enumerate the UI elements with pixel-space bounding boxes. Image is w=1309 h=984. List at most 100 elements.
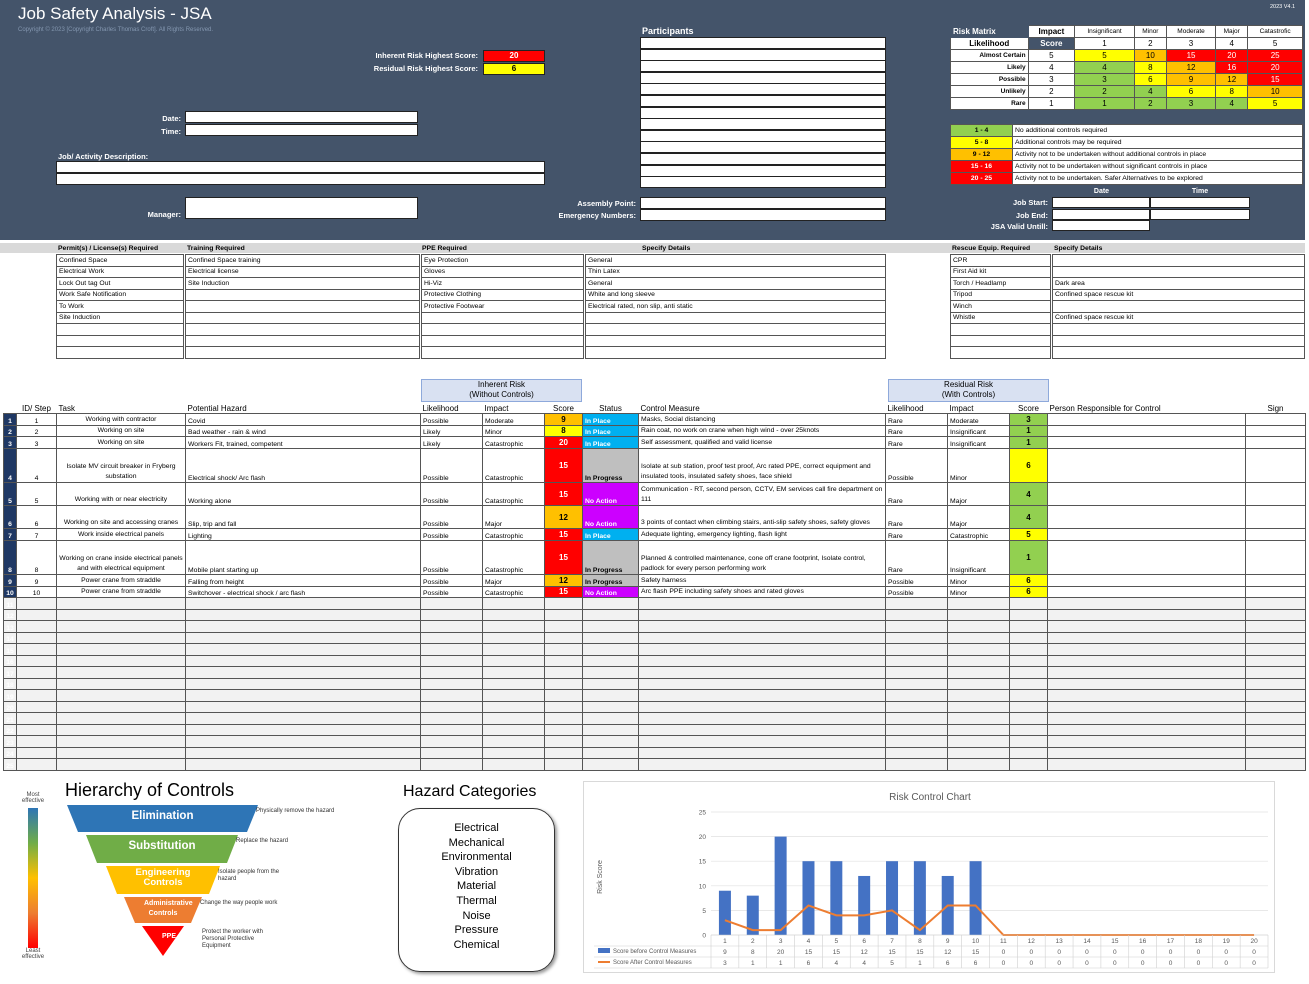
rescue-cell[interactable]: CPR: [950, 254, 1051, 267]
sign-cell[interactable]: [1245, 447, 1306, 483]
empty-cell[interactable]: [582, 643, 639, 656]
empty-cell[interactable]: [56, 597, 186, 610]
r-impact-cell[interactable]: Catastrophic: [947, 528, 1010, 541]
empty-cell[interactable]: [885, 700, 948, 713]
empty-cell[interactable]: [1245, 700, 1306, 713]
training-cell[interactable]: [185, 323, 420, 336]
job-end-date[interactable]: [1052, 209, 1150, 220]
likelihood-cell[interactable]: Likely: [420, 424, 483, 437]
rescue-details-cell[interactable]: Dark area: [1052, 277, 1305, 290]
rescue-cell[interactable]: [950, 323, 1051, 336]
permits-cell[interactable]: To Work: [56, 300, 184, 313]
ppe-details-cell[interactable]: [585, 323, 886, 336]
participant-field[interactable]: [640, 118, 886, 131]
likelihood-cell[interactable]: Possible: [420, 528, 483, 541]
rescue-cell[interactable]: Whistle: [950, 311, 1051, 324]
ppe-details-cell[interactable]: [585, 346, 886, 359]
ppe-cell[interactable]: Protective Clothing: [421, 288, 584, 301]
empty-cell[interactable]: [56, 631, 186, 644]
r-likelihood-cell[interactable]: Rare: [885, 482, 948, 506]
hazard-cell[interactable]: Falling from height: [185, 574, 421, 587]
empty-cell[interactable]: [420, 735, 483, 748]
sign-cell[interactable]: [1245, 436, 1306, 449]
control-cell[interactable]: Rain coat, no work on crane when high wi…: [638, 424, 886, 437]
rescue-cell[interactable]: Tripod: [950, 288, 1051, 301]
empty-cell[interactable]: [420, 746, 483, 759]
ppe-cell[interactable]: [421, 323, 584, 336]
permits-cell[interactable]: [56, 346, 184, 359]
empty-cell[interactable]: [1245, 723, 1306, 736]
empty-cell[interactable]: [638, 758, 886, 771]
empty-cell[interactable]: [420, 758, 483, 771]
empty-cell[interactable]: [1009, 712, 1048, 725]
control-cell[interactable]: 3 points of contact when climbing stairs…: [638, 505, 886, 529]
empty-cell[interactable]: [582, 631, 639, 644]
impact-cell[interactable]: Minor: [482, 424, 545, 437]
participant-field[interactable]: [640, 83, 886, 96]
empty-cell[interactable]: [947, 712, 1010, 725]
empty-cell[interactable]: [582, 597, 639, 610]
empty-cell[interactable]: [482, 700, 545, 713]
step-id[interactable]: 10: [16, 585, 57, 598]
ppe-cell[interactable]: [421, 334, 584, 347]
empty-cell[interactable]: [544, 735, 583, 748]
empty-cell[interactable]: [638, 712, 886, 725]
likelihood-cell[interactable]: Possible: [420, 482, 483, 506]
r-likelihood-cell[interactable]: Possible: [885, 574, 948, 587]
status-cell[interactable]: In Place: [582, 436, 639, 449]
rescue-details-cell[interactable]: Confined space rescue kit: [1052, 311, 1305, 324]
empty-cell[interactable]: [1009, 735, 1048, 748]
empty-cell[interactable]: [885, 735, 948, 748]
job-end-time[interactable]: [1150, 209, 1250, 220]
rescue-details-cell[interactable]: [1052, 265, 1305, 278]
empty-cell[interactable]: [1047, 597, 1246, 610]
r-impact-cell[interactable]: Minor: [947, 447, 1010, 483]
empty-cell[interactable]: [1009, 700, 1048, 713]
rescue-details-cell[interactable]: [1052, 254, 1305, 267]
empty-cell[interactable]: [1009, 597, 1048, 610]
empty-cell[interactable]: [1009, 631, 1048, 644]
empty-cell[interactable]: [1009, 689, 1048, 702]
impact-cell[interactable]: Moderate: [482, 413, 545, 426]
rescue-cell[interactable]: First Aid kit: [950, 265, 1051, 278]
empty-cell[interactable]: [947, 689, 1010, 702]
status-cell[interactable]: In Place: [582, 413, 639, 426]
r-likelihood-cell[interactable]: Rare: [885, 413, 948, 426]
r-likelihood-cell[interactable]: Rare: [885, 505, 948, 529]
r-impact-cell[interactable]: Minor: [947, 585, 1010, 598]
ppe-details-cell[interactable]: Thin Latex: [585, 265, 886, 278]
impact-cell[interactable]: Catastrophic: [482, 539, 545, 575]
participant-field[interactable]: [640, 95, 886, 107]
empty-cell[interactable]: [1047, 700, 1246, 713]
person-cell[interactable]: [1047, 424, 1246, 437]
r-impact-cell[interactable]: Insignificant: [947, 436, 1010, 449]
empty-cell[interactable]: [1047, 654, 1246, 667]
empty-cell[interactable]: [638, 735, 886, 748]
permits-cell[interactable]: [56, 334, 184, 347]
empty-cell[interactable]: [1009, 666, 1048, 679]
empty-cell[interactable]: [582, 758, 639, 771]
empty-cell[interactable]: [482, 689, 545, 702]
empty-cell[interactable]: [482, 654, 545, 667]
step-id[interactable]: 7: [16, 528, 57, 541]
empty-cell[interactable]: [885, 723, 948, 736]
ppe-details-cell[interactable]: [585, 311, 886, 324]
empty-cell[interactable]: [16, 666, 57, 679]
r-likelihood-cell[interactable]: Rare: [885, 424, 948, 437]
r-likelihood-cell[interactable]: Rare: [885, 436, 948, 449]
participant-field[interactable]: [640, 48, 886, 61]
empty-cell[interactable]: [1009, 620, 1048, 633]
empty-cell[interactable]: [582, 723, 639, 736]
ppe-details-cell[interactable]: General: [585, 254, 886, 267]
r-impact-cell[interactable]: Major: [947, 505, 1010, 529]
status-cell[interactable]: In Progress: [582, 447, 639, 483]
empty-cell[interactable]: [185, 677, 421, 690]
impact-cell[interactable]: Catastrophic: [482, 447, 545, 483]
control-cell[interactable]: Communication - RT, second person, CCTV,…: [638, 482, 886, 506]
empty-cell[interactable]: [1047, 677, 1246, 690]
task-cell[interactable]: Work inside electrical panels: [56, 528, 186, 541]
hazard-cell[interactable]: Working alone: [185, 482, 421, 506]
empty-cell[interactable]: [1047, 666, 1246, 679]
empty-cell[interactable]: [482, 758, 545, 771]
sign-cell[interactable]: [1245, 482, 1306, 506]
